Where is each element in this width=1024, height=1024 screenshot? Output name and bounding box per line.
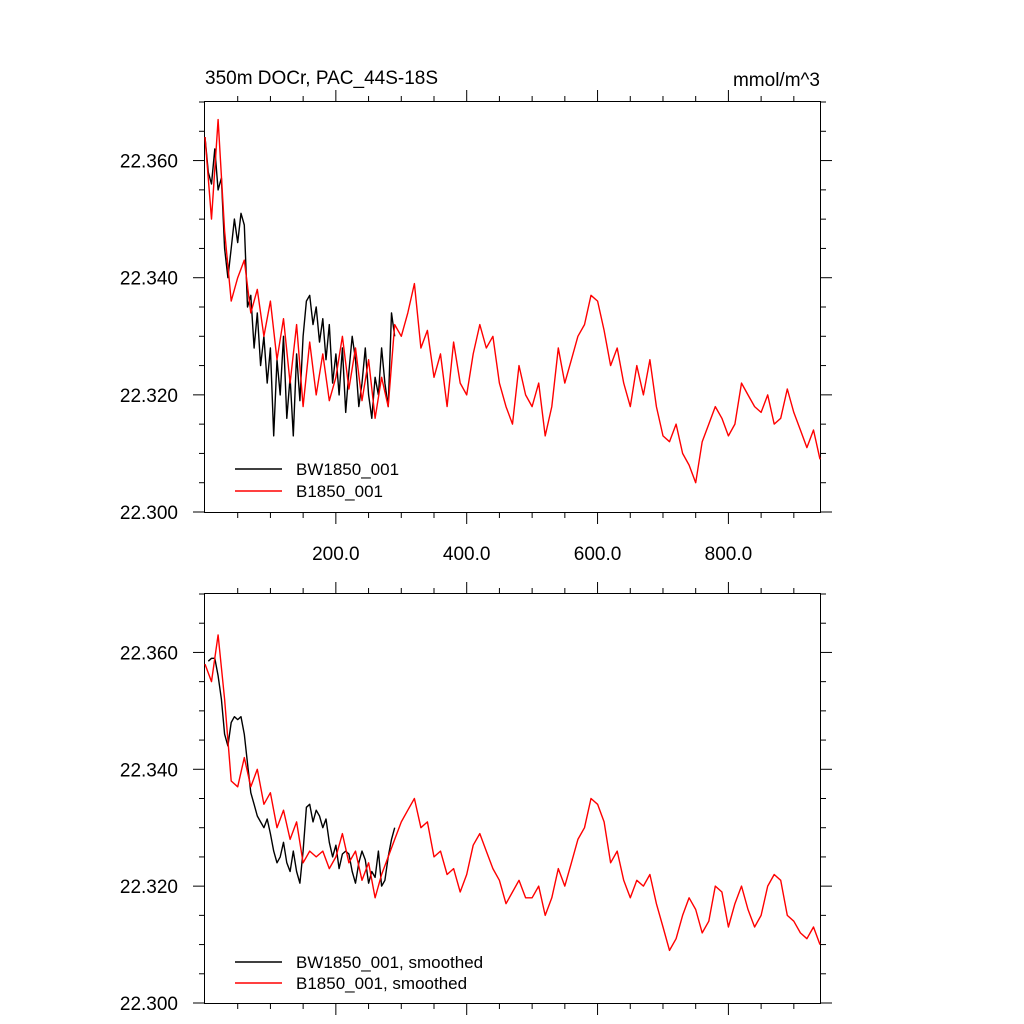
series-line-bw1850-001-smoothed bbox=[207, 657, 396, 887]
x-tick-label: 800.0 bbox=[705, 544, 753, 565]
y-tick-label: 22.320 bbox=[120, 386, 178, 407]
legend-label-b1850: B1850_001 bbox=[296, 482, 383, 501]
series-line-b1850-001 bbox=[204, 118, 821, 484]
x-tick-label: 400.0 bbox=[443, 544, 491, 565]
y-tick-label: 22.360 bbox=[120, 643, 178, 664]
legend-label-b1850-smoothed: B1850_001, smoothed bbox=[296, 974, 467, 993]
series-line-bw1850-001 bbox=[204, 137, 396, 437]
top-panel: 350m DOCr, PAC_44S-18S mmol/m^3 22.30022… bbox=[120, 68, 832, 565]
top-series-group bbox=[204, 118, 821, 484]
bottom-panel: 22.300 22.320 22.340 22.360 BW1850_001, smo… bbox=[120, 582, 832, 1015]
top-axis-ticks: 22.300 22.320 22.340 22.360 200.0 400.0 600.0 8… bbox=[120, 90, 832, 565]
bottom-axis-ticks: 22.300 22.320 22.340 22.360 bbox=[120, 582, 832, 1015]
bottom-series-group bbox=[204, 634, 821, 952]
y-tick-label: 22.340 bbox=[120, 269, 178, 290]
y-tick-label: 22.360 bbox=[120, 152, 178, 173]
top-title-right: mmol/m^3 bbox=[733, 70, 820, 91]
legend-label-bw1850-smoothed: BW1850_001, smoothed bbox=[296, 953, 483, 972]
y-tick-label: 22.320 bbox=[120, 877, 178, 898]
bottom-plot-frame bbox=[204, 593, 821, 1004]
y-tick-label: 22.340 bbox=[120, 760, 178, 781]
x-tick-label: 600.0 bbox=[574, 544, 622, 565]
legend-label-bw1850: BW1850_001 bbox=[296, 460, 399, 479]
top-legend: BW1850_001 B1850_001 bbox=[235, 460, 399, 501]
x-tick-label: 200.0 bbox=[312, 544, 360, 565]
top-plot-frame bbox=[204, 101, 821, 513]
y-tick-label: 22.300 bbox=[120, 503, 178, 524]
bottom-legend: BW1850_001, smoothed B1850_001, smoothed bbox=[235, 953, 483, 993]
y-tick-label: 22.300 bbox=[120, 994, 178, 1015]
top-title-left: 350m DOCr, PAC_44S-18S bbox=[205, 68, 438, 89]
series-line-b1850-001-smoothed bbox=[204, 634, 821, 952]
